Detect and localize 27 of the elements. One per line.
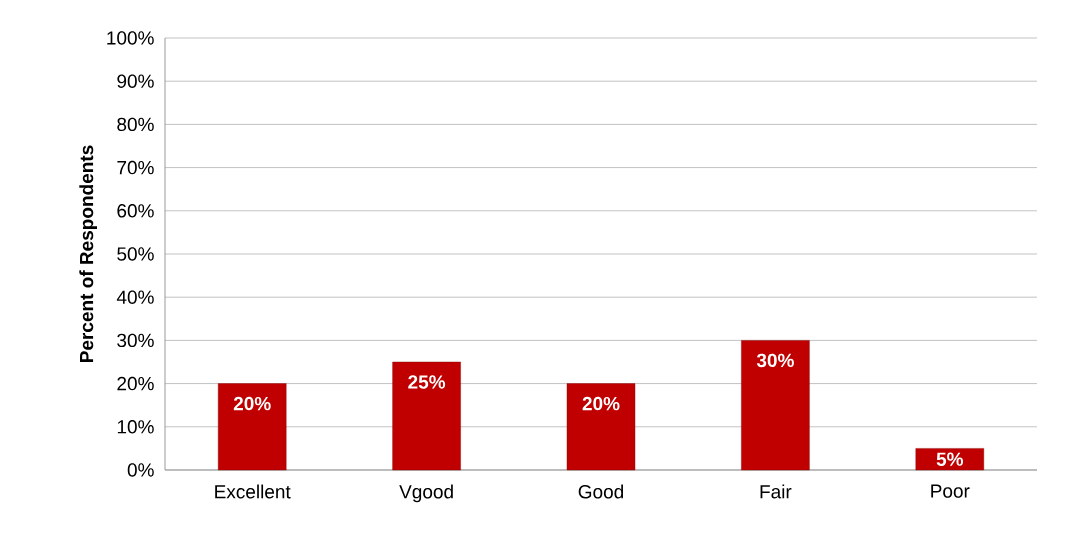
y-axis-title: Percent of Respondents — [79, 145, 98, 362]
x-tick-label: Fair — [760, 484, 792, 499]
y-tick-label: 0% — [127, 463, 154, 477]
y-tick-label: 100% — [107, 31, 154, 45]
bar — [392, 361, 461, 471]
data-label: 20% — [233, 396, 271, 411]
x-tick-label: Excellent — [215, 484, 291, 499]
y-tick-label: 80% — [117, 117, 154, 132]
y-tick-label: 90% — [117, 74, 154, 88]
x-tick-label: Good — [578, 484, 623, 499]
y-tick-label: 20% — [117, 376, 154, 391]
bar — [566, 383, 636, 471]
bar — [915, 448, 985, 471]
x-tick-label: Poor — [931, 484, 970, 498]
y-tick-label: 50% — [117, 247, 154, 261]
y-tick-label: 10% — [117, 420, 154, 434]
data-label: 5% — [936, 452, 964, 466]
y-tick-label: 30% — [117, 333, 154, 348]
data-label: 30% — [756, 353, 794, 368]
data-label: 25% — [408, 375, 446, 389]
data-label: 20% — [582, 396, 620, 411]
bar — [218, 383, 287, 471]
bar — [741, 340, 810, 471]
y-tick-label: 70% — [117, 160, 154, 175]
y-tick-label: 40% — [116, 290, 154, 304]
y-tick-label: 60% — [117, 204, 154, 218]
x-tick-label: Vgood — [399, 484, 453, 503]
